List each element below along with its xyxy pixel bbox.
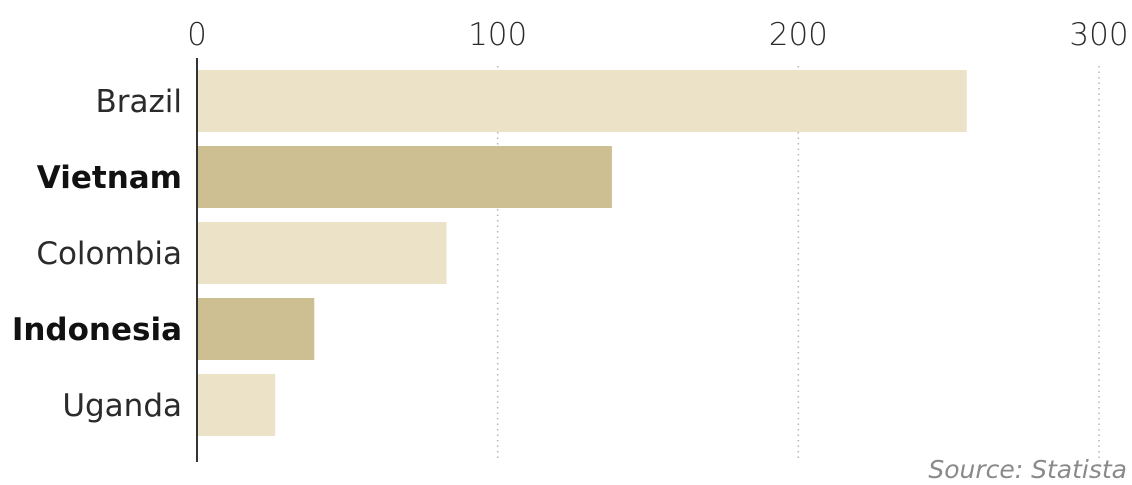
x-tick-label-0: 0 — [187, 17, 207, 53]
x-tick-label-300: 300 — [1069, 17, 1128, 53]
bar-uganda — [197, 374, 276, 436]
category-label-uganda: Uganda — [62, 388, 182, 424]
category-label-vietnam: Vietnam — [37, 160, 182, 196]
bar-brazil — [197, 70, 967, 132]
bar-indonesia — [197, 298, 315, 360]
category-labels: Brazil Vietnam Colombia Indonesia Uganda — [12, 84, 182, 424]
category-label-brazil: Brazil — [95, 84, 182, 120]
bar-vietnam — [197, 146, 612, 208]
x-tick-labels: 0 100 200 300 — [187, 17, 1128, 53]
category-label-indonesia: Indonesia — [12, 312, 182, 348]
bars — [197, 70, 967, 436]
bar-colombia — [197, 222, 447, 284]
x-tick-label-200: 200 — [769, 17, 828, 53]
category-label-colombia: Colombia — [36, 236, 182, 272]
x-tick-label-100: 100 — [468, 17, 527, 53]
source-note: Source: Statista — [928, 455, 1127, 484]
